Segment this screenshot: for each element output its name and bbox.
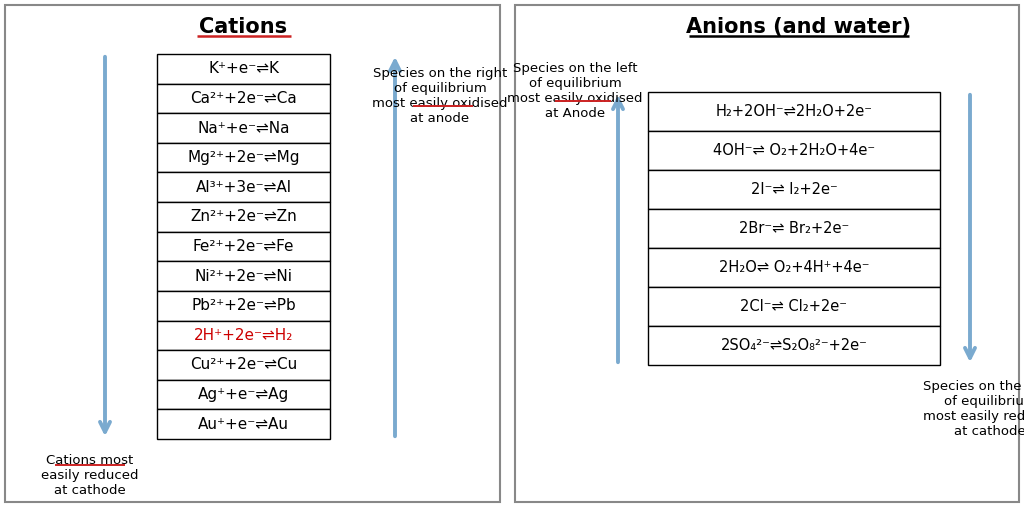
Text: Cations most
easily reduced
at cathode: Cations most easily reduced at cathode (41, 454, 138, 497)
Bar (648, 326, 940, 365)
Bar (157, 202, 330, 232)
Bar (648, 131, 940, 170)
Bar (157, 350, 330, 380)
Bar (157, 320, 330, 350)
Text: Zn²⁺+2e⁻⇌Zn: Zn²⁺+2e⁻⇌Zn (190, 209, 297, 225)
Bar (157, 54, 330, 84)
Text: Pb²⁺+2e⁻⇌Pb: Pb²⁺+2e⁻⇌Pb (191, 298, 296, 313)
Bar (648, 248, 940, 287)
Bar (157, 291, 330, 320)
Text: Ca²⁺+2e⁻⇌Ca: Ca²⁺+2e⁻⇌Ca (190, 91, 297, 106)
Text: Na⁺+e⁻⇌Na: Na⁺+e⁻⇌Na (198, 121, 290, 135)
Text: H₂+2OH⁻⇌2H₂O+2e⁻: H₂+2OH⁻⇌2H₂O+2e⁻ (716, 104, 872, 119)
Text: Cu²⁺+2e⁻⇌Cu: Cu²⁺+2e⁻⇌Cu (189, 357, 297, 373)
Bar (157, 409, 330, 439)
Bar (157, 380, 330, 409)
Bar (648, 287, 940, 326)
Text: Ag⁺+e⁻⇌Ag: Ag⁺+e⁻⇌Ag (198, 387, 289, 402)
Bar (648, 209, 940, 248)
Text: Species on the right
of equilibrium
most easily reduced
at cathode: Species on the right of equilibrium most… (923, 380, 1024, 438)
Text: Al³⁺+3e⁻⇌Al: Al³⁺+3e⁻⇌Al (196, 180, 292, 195)
Text: Mg²⁺+2e⁻⇌Mg: Mg²⁺+2e⁻⇌Mg (187, 150, 300, 165)
Bar (157, 84, 330, 113)
Text: Au⁺+e⁻⇌Au: Au⁺+e⁻⇌Au (198, 417, 289, 431)
Text: Cations: Cations (200, 17, 288, 37)
Text: Fe²⁺+2e⁻⇌Fe: Fe²⁺+2e⁻⇌Fe (193, 239, 294, 254)
Text: 2H₂O⇌ O₂+4H⁺+4e⁻: 2H₂O⇌ O₂+4H⁺+4e⁻ (719, 260, 869, 275)
Text: Species on the left
of equilibrium
most easily oxidised
at Anode: Species on the left of equilibrium most … (507, 62, 643, 120)
Bar (157, 172, 330, 202)
Bar (157, 261, 330, 291)
Bar (157, 232, 330, 261)
Text: 2Br⁻⇌ Br₂+2e⁻: 2Br⁻⇌ Br₂+2e⁻ (739, 221, 849, 236)
Text: Anions (and water): Anions (and water) (686, 17, 911, 37)
Text: Species on the right
of equilibrium
most easily oxidised
at anode: Species on the right of equilibrium most… (373, 67, 508, 125)
Bar (648, 170, 940, 209)
Bar (515, 5, 1019, 502)
Text: 2Cl⁻⇌ Cl₂+2e⁻: 2Cl⁻⇌ Cl₂+2e⁻ (740, 299, 848, 314)
Bar (5, 5, 500, 502)
Bar (648, 92, 940, 131)
Text: 2I⁻⇌ I₂+2e⁻: 2I⁻⇌ I₂+2e⁻ (751, 182, 838, 197)
Text: Ni²⁺+2e⁻⇌Ni: Ni²⁺+2e⁻⇌Ni (195, 269, 293, 283)
Text: 2H⁺+2e⁻⇌H₂: 2H⁺+2e⁻⇌H₂ (194, 328, 293, 343)
Text: K⁺+e⁻⇌K: K⁺+e⁻⇌K (208, 61, 279, 77)
Text: 2SO₄²⁻⇌S₂O₈²⁻+2e⁻: 2SO₄²⁻⇌S₂O₈²⁻+2e⁻ (721, 338, 867, 353)
Bar (157, 143, 330, 172)
Bar (157, 113, 330, 143)
Text: 4OH⁻⇌ O₂+2H₂O+4e⁻: 4OH⁻⇌ O₂+2H₂O+4e⁻ (713, 143, 876, 158)
